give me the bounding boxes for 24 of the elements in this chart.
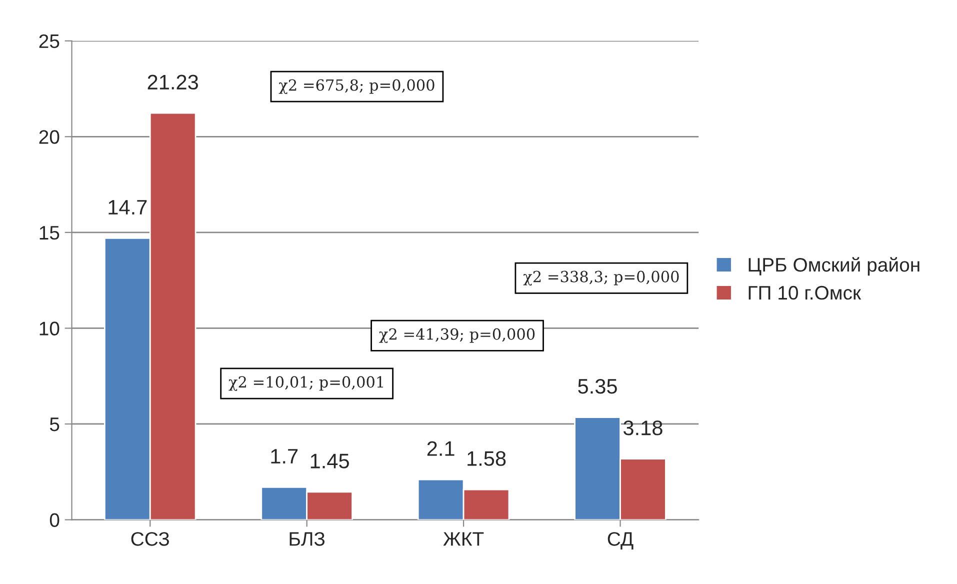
data-label: 21.23 bbox=[148, 74, 198, 90]
y-tick-label: 10 bbox=[40, 322, 60, 336]
data-label: 1.7 bbox=[271, 449, 298, 464]
y-tick-label: 25 bbox=[39, 34, 60, 48]
data-label: 5.35 bbox=[578, 378, 617, 394]
x-tick-label: БЛЗ bbox=[290, 532, 325, 546]
data-label: 2.1 bbox=[427, 441, 454, 456]
y-tick-label: 15 bbox=[40, 226, 60, 240]
data-label: 1.45 bbox=[310, 454, 349, 468]
annotation: χ2 =675,8; p=0,000 bbox=[278, 79, 434, 94]
legend-label: ЦРБ Омский район bbox=[748, 257, 920, 276]
x-tick-label: СД bbox=[608, 532, 634, 550]
data-label: 14.7 bbox=[108, 200, 147, 214]
x-tick-label: ССЗ bbox=[131, 532, 169, 546]
y-tick-label: 20 bbox=[39, 130, 60, 144]
annotation: χ2 =338,3; p=0,000 bbox=[523, 270, 679, 286]
legend-label: ГП 10 г.Омск bbox=[748, 286, 862, 300]
data-label: 1.58 bbox=[468, 451, 506, 466]
y-tick-label: 5 bbox=[50, 418, 60, 432]
x-tick-label: ЖКТ bbox=[443, 532, 484, 546]
annotation: χ2 =10,01; p=0,001 bbox=[228, 376, 384, 391]
data-label: 3.18 bbox=[624, 420, 662, 436]
y-tick-label: 0 bbox=[50, 513, 60, 527]
annotation: χ2 =41,39; p=0,000 bbox=[379, 328, 535, 343]
